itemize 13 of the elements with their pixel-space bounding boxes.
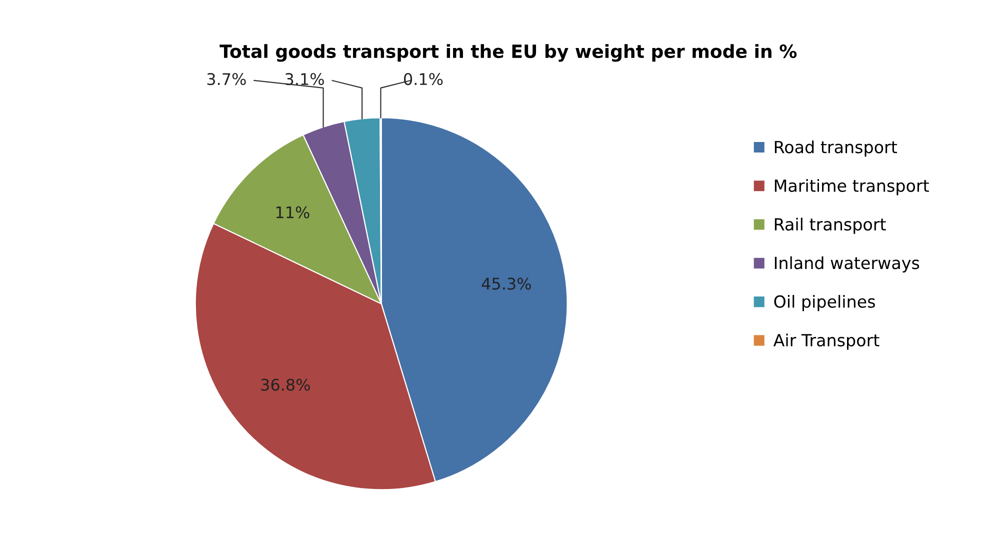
legend-label: Air Transport (773, 334, 880, 350)
legend-label: Oil pipelines (774, 294, 875, 312)
chart-title: Total goods transport in the EU by weight per mode in % (220, 44, 797, 62)
legend-label: Rail transport (774, 218, 886, 234)
data-label: 3.1% (285, 73, 324, 86)
data-label: 0.1% (404, 73, 443, 86)
data-label: 36.8% (261, 378, 310, 391)
legend-label: Maritime transport (774, 179, 929, 196)
legend-label: Inland waterways (774, 256, 920, 272)
data-label: 11% (276, 206, 310, 218)
data-label: 3.7% (207, 73, 246, 86)
data-label: 45.3% (482, 278, 531, 290)
legend-label: Road transport (774, 140, 898, 157)
